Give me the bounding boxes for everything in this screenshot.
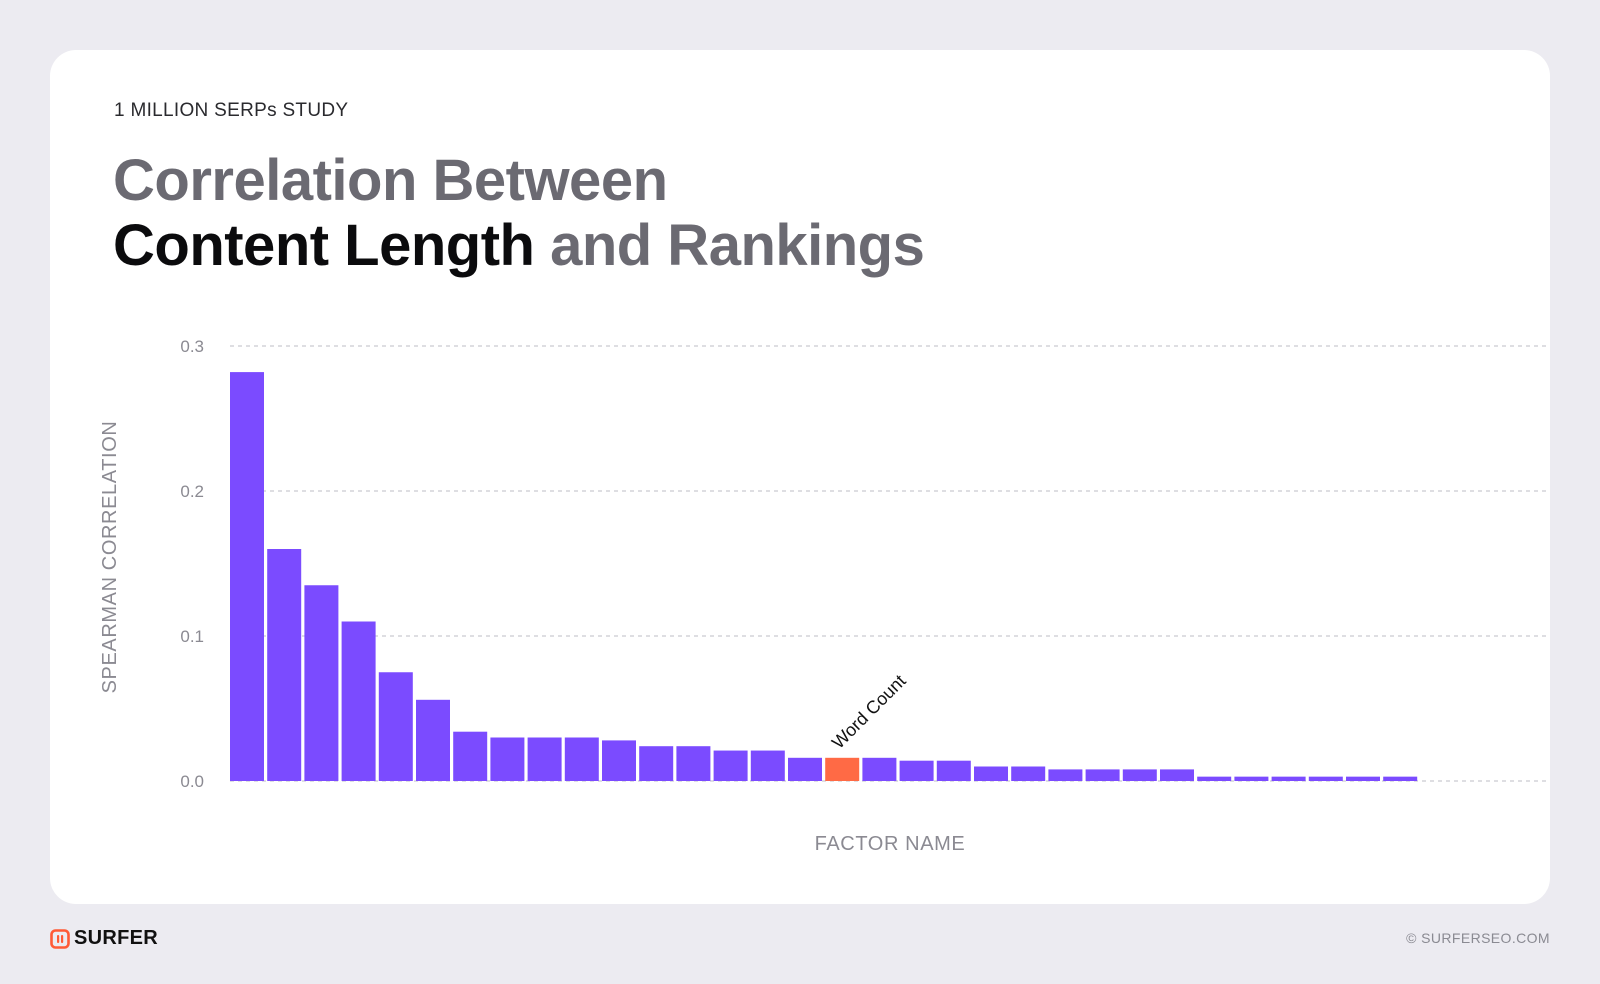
y-tick-label: 0.0	[180, 772, 204, 791]
y-axis-label: SPEARMAN CORRELATION	[99, 421, 121, 694]
y-tick-label: 0.1	[180, 627, 204, 646]
bar	[639, 746, 674, 781]
title-rest: and Rankings	[534, 213, 925, 278]
bar	[676, 746, 711, 781]
bar	[453, 731, 488, 781]
chart-title: Correlation Between Content Length and R…	[113, 148, 925, 278]
bar	[1308, 776, 1343, 781]
copyright: © SURFERSEO.COM	[1406, 930, 1550, 946]
bar	[1160, 769, 1194, 781]
bar	[602, 740, 636, 781]
bar	[564, 737, 599, 781]
bar	[1048, 769, 1083, 781]
highlight-label: Word Count	[828, 671, 910, 753]
y-tick-label: 0.3	[180, 337, 204, 356]
bar	[1346, 776, 1380, 781]
bar	[862, 757, 897, 781]
bar	[1383, 776, 1418, 781]
surfer-logo-icon	[50, 928, 70, 949]
bar	[899, 760, 934, 781]
study-label: 1 MILLION SERPs STUDY	[114, 100, 349, 121]
bar	[230, 372, 264, 781]
bar-chart: 0.0 0.1 0.2 0.3 Word Count FACTOR NAME SPEARMA…	[99, 337, 1550, 855]
bar	[341, 621, 376, 781]
bar	[1197, 776, 1232, 781]
bar	[267, 549, 302, 781]
highlight-bar	[825, 757, 860, 781]
bar	[1011, 766, 1046, 781]
y-tick-label: 0.2	[180, 482, 204, 501]
bar	[713, 750, 748, 781]
bar	[1234, 776, 1269, 781]
bar	[1271, 776, 1306, 781]
bar	[750, 750, 785, 781]
bar	[490, 737, 525, 781]
bar	[416, 699, 450, 781]
brand-name: SURFER	[74, 927, 159, 949]
bar	[304, 585, 339, 781]
bar	[527, 737, 562, 781]
bar	[974, 766, 1008, 781]
bar	[1122, 769, 1157, 781]
bar	[1085, 769, 1120, 781]
title-line-1: Correlation Between	[113, 148, 668, 213]
title-line-2: Content Length and Rankings	[113, 213, 925, 278]
bar	[378, 672, 413, 781]
footer-logo: SURFER	[50, 927, 158, 950]
bar	[936, 760, 971, 781]
x-axis-label: FACTOR NAME	[815, 833, 966, 855]
title-emphasis: Content Length	[113, 213, 535, 278]
bar	[788, 757, 822, 781]
